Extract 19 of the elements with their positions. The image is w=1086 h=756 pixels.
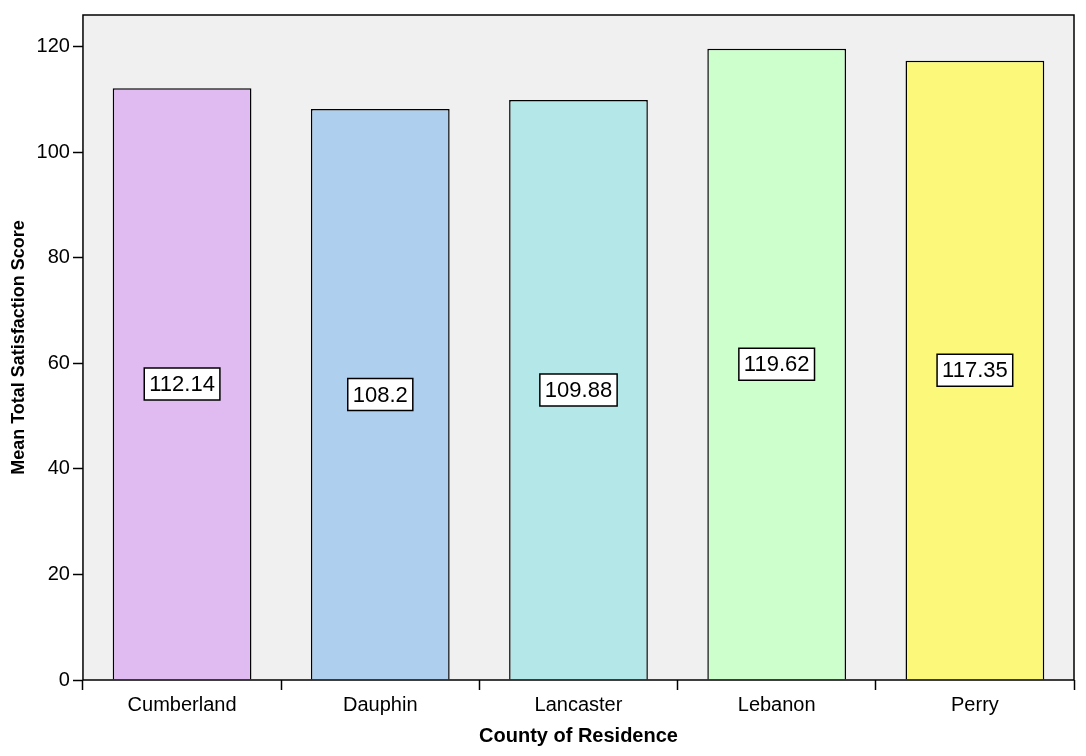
data-label: 117.35 — [942, 357, 1008, 383]
data-label: 108.2 — [352, 381, 408, 407]
y-tick-label: 60 — [47, 350, 70, 373]
x-tick-label: Lancaster — [534, 692, 623, 715]
data-label: 109.88 — [544, 377, 613, 403]
y-tick-label: 0 — [58, 667, 70, 690]
x-axis-title: County of Residence — [479, 723, 678, 746]
y-tick-label: 80 — [47, 245, 70, 268]
y-tick-label: 120 — [36, 34, 70, 57]
x-tick-label: Cumberland — [127, 692, 237, 715]
x-tick-label: Perry — [951, 692, 999, 715]
x-tick-label: Lebanon — [737, 692, 816, 715]
y-tick-label: 100 — [36, 139, 70, 162]
data-label: 119.62 — [743, 351, 810, 377]
data-label: 112.14 — [149, 371, 215, 397]
y-tick-label: 20 — [47, 561, 70, 584]
y-tick-label: 40 — [47, 456, 70, 479]
y-axis-title: Mean Total Satisfaction Score — [7, 220, 28, 475]
x-tick-label: Dauphin — [343, 692, 418, 715]
